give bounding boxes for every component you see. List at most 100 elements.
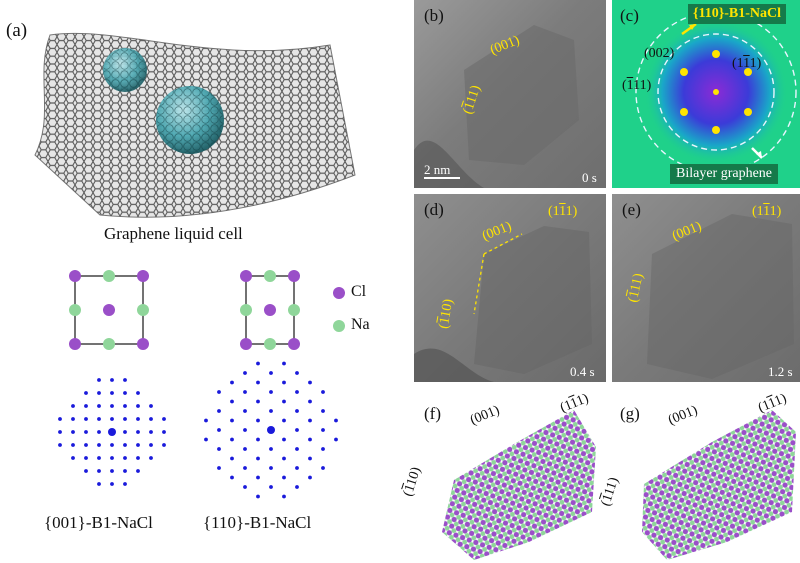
diffraction-spot (110, 378, 114, 382)
panel-c-title: {110}-B1-NaCl (688, 4, 787, 24)
diffraction-spot (84, 443, 88, 447)
panel-c-letter: (c) (620, 6, 639, 25)
diffraction-spot (123, 391, 127, 395)
diffraction-spot (256, 494, 260, 499)
diffraction-spot (230, 475, 234, 480)
diffraction-spot (321, 409, 325, 413)
diffraction-spot (243, 428, 247, 432)
panel-e-image: (e) (001) (111) (111) 1.2 s (612, 194, 800, 382)
diffraction-spot (71, 430, 75, 434)
diffraction-spot (110, 443, 114, 447)
diffraction-spot (110, 456, 114, 460)
diffraction-spot (204, 418, 208, 423)
diffraction-spot (269, 447, 273, 451)
diffraction-spot (71, 404, 75, 408)
diffraction-spot (321, 447, 325, 451)
diffraction-spot (230, 418, 234, 423)
diffraction-spot (136, 417, 140, 421)
diffraction-spot (282, 494, 286, 499)
diffraction-spot (149, 404, 153, 408)
diffraction-spot (308, 399, 312, 404)
panel-b-image: (b) (001) (111) 2 nm 0 s (414, 0, 606, 188)
cl-legend-label: Cl (351, 283, 367, 300)
diffraction-spot (136, 430, 140, 434)
panel-f-letter: (f) (424, 404, 441, 423)
diffraction-spot (110, 469, 114, 473)
unit-cell-110 (240, 270, 300, 350)
diffraction-spot (256, 475, 260, 480)
diffraction-spot (110, 391, 114, 395)
diffraction-spot (334, 437, 338, 442)
pattern-110-caption: {110}-B1-NaCl (203, 513, 312, 532)
diffraction-spot (282, 361, 286, 366)
diffraction-spot (84, 391, 88, 395)
graphene-sheet-illustration (34, 32, 356, 218)
diffraction-spot (282, 418, 286, 423)
diffraction-spot (269, 371, 273, 375)
panel-c-fft-image: (c) {110}-B1-NaCl (002) (111) (111) Bila… (612, 0, 800, 188)
diffraction-spot (295, 371, 299, 375)
diffraction-spot (123, 456, 127, 460)
diffraction-spot (282, 475, 286, 480)
diffraction-center-spot (267, 426, 275, 434)
diffraction-spot (217, 466, 221, 470)
diffraction-spot (256, 361, 260, 366)
diffraction-spot (149, 443, 153, 447)
diffraction-spot (217, 390, 221, 394)
diffraction-spot (282, 437, 286, 442)
panel-c-tag-111: (111) (622, 78, 652, 93)
diffraction-spot (149, 456, 153, 460)
panel-c-tag-1-11: (111) (732, 56, 762, 71)
diffraction-spot (308, 475, 312, 480)
diffraction-spot (243, 447, 247, 451)
diffraction-spot (256, 437, 260, 442)
diffraction-spot (295, 466, 299, 470)
diffraction-spot (256, 418, 260, 423)
diffraction-spot (97, 443, 101, 447)
liquid-droplet-large (156, 86, 224, 154)
diffraction-spot (136, 456, 140, 460)
diffraction-spot (136, 391, 140, 395)
diffraction-spot (282, 399, 286, 404)
diffraction-spot (123, 443, 127, 447)
panel-e-letter: (e) (622, 200, 641, 219)
diffraction-spot (269, 409, 273, 413)
diffraction-center-spot (108, 428, 116, 436)
unit-cells (69, 270, 300, 350)
cl-legend-dot (333, 287, 345, 299)
diffraction-pattern-001 (58, 378, 166, 486)
diffraction-spot (321, 466, 325, 470)
diffraction-spot (243, 390, 247, 394)
diffraction-spot (295, 409, 299, 413)
scale-bar (424, 177, 460, 179)
diffraction-spot (58, 417, 62, 421)
diffraction-spot (282, 456, 286, 461)
diffraction-spot (123, 430, 127, 434)
diffraction-spot (321, 428, 325, 432)
panel-f-crystal-model (442, 410, 596, 560)
scale-bar-label: 2 nm (424, 162, 451, 177)
panel-c-bottom-label: Bilayer graphene (670, 164, 779, 184)
diffraction-spot (217, 409, 221, 413)
diffraction-spot (217, 428, 221, 432)
diffraction-spot (243, 371, 247, 375)
diffraction-spot (123, 482, 127, 486)
unit-cell-001 (69, 270, 149, 350)
panel-d-image: (d) (001) (111) (110) 0.4 s (414, 194, 606, 382)
diffraction-spot (97, 430, 101, 434)
diffraction-spot (110, 482, 114, 486)
diffraction-spot (71, 456, 75, 460)
diffraction-spot (256, 399, 260, 404)
diffraction-spot (149, 430, 153, 434)
diffraction-spot (230, 437, 234, 442)
diffraction-spot (84, 417, 88, 421)
diffraction-spot (256, 456, 260, 461)
diffraction-spot (110, 417, 114, 421)
diffraction-spot (84, 430, 88, 434)
panel-d-time: 0.4 s (570, 364, 595, 379)
diffraction-spot (123, 469, 127, 473)
diffraction-spot (136, 469, 140, 473)
diffraction-spot (162, 430, 166, 434)
diffraction-spot (308, 418, 312, 423)
panel-g-crystal-model (642, 410, 796, 560)
